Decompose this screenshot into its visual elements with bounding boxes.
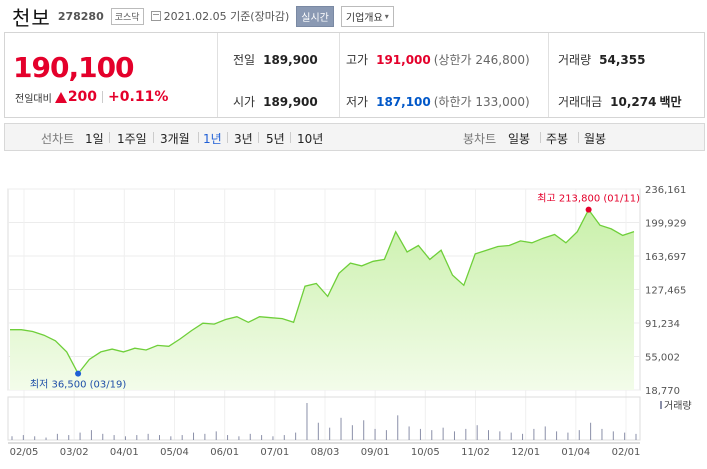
high-price: 고가 191,000 (상한가 246,800): [346, 51, 530, 68]
tab-1y[interactable]: 1년: [203, 132, 222, 146]
y-tick-label: 163,697: [645, 252, 686, 263]
min-label: 최저 36,500 (03/19): [30, 379, 126, 391]
change-label: 전일대비: [15, 93, 52, 105]
volume-label: 거래량: [558, 53, 592, 67]
chart-svg: 236,161 199,929 163,697 127,465 91,234 55,002…: [7, 185, 692, 458]
y-tick-label: 236,161: [645, 185, 686, 196]
volume-value: 54,355: [599, 53, 646, 67]
trade-amount: 거래대금 10,274 백만: [558, 93, 682, 110]
market-badge: 코스닥: [110, 7, 144, 25]
x-tick-label: 02/05: [10, 447, 39, 458]
high-label: 고가: [346, 53, 369, 67]
tab-monthly[interactable]: 월봉: [584, 132, 607, 146]
current-price-block: 190,100 전일대비 200 +0.11%: [5, 33, 218, 117]
volume-frame: [7, 396, 641, 441]
up-triangle-icon: [54, 91, 67, 103]
min-point: [75, 370, 82, 377]
tab-weekly[interactable]: 주봉: [546, 132, 569, 146]
max-point: [585, 206, 592, 213]
stock-header: 천보 278280 코스닥 2021.02.05 기준(장마감) 실시간 기업개…: [0, 0, 707, 32]
x-tick-label: 11/02: [461, 447, 490, 458]
divider: [339, 33, 340, 117]
current-price: 190,100: [13, 51, 135, 84]
tab-3m[interactable]: 3개월: [160, 132, 190, 146]
high-value: 191,000: [376, 53, 431, 67]
y-tick-label: 199,929: [645, 219, 686, 230]
divider: [578, 132, 579, 143]
x-tick-label: 12/01: [511, 447, 540, 458]
divider: [548, 33, 549, 117]
x-tick-label: 04/01: [110, 447, 139, 458]
x-tick-label: 01/04: [561, 447, 590, 458]
change-row: 전일대비 200 +0.11%: [15, 89, 168, 105]
price-area: [10, 209, 634, 390]
divider: [258, 132, 259, 143]
tab-daily[interactable]: 일봉: [508, 132, 531, 146]
stock-name: 천보: [12, 5, 51, 30]
y-tick-label: 91,234: [645, 319, 680, 330]
volume-legend-label: 거래량: [664, 400, 692, 412]
divider: [540, 132, 541, 143]
volume: 거래량 54,355: [558, 51, 645, 68]
date-text: 2021.02.05 기준(장마감): [163, 10, 290, 23]
divider: [109, 132, 110, 143]
y-tick-label: 127,465: [645, 286, 686, 297]
volume-legend-swatch: [660, 401, 662, 409]
trade-amount-unit: 백만: [659, 95, 682, 109]
x-tick-label: 06/01: [210, 447, 239, 458]
tab-10y[interactable]: 10년: [297, 132, 324, 146]
x-tick-label: 09/01: [361, 447, 390, 458]
open-label: 시가: [233, 95, 256, 109]
x-tick-label: 03/02: [60, 447, 89, 458]
lower-limit: (하한가 133,000): [433, 95, 530, 109]
change-percent: +0.11%: [108, 89, 169, 105]
divider: [153, 132, 154, 143]
trade-amount-label: 거래대금: [558, 95, 603, 109]
divider: [290, 132, 291, 143]
divider: [227, 132, 228, 143]
corp-overview-button[interactable]: 기업개요 ▾: [340, 5, 394, 27]
max-label: 최고 213,800 (01/11): [537, 193, 640, 205]
price-line: [10, 208, 635, 375]
x-tick-label: 10/05: [411, 447, 440, 458]
x-tick-label: 05/04: [160, 447, 189, 458]
calendar-icon: [150, 11, 161, 21]
candle-chart-label: 봉차트: [463, 132, 497, 146]
stock-code: 278280: [57, 9, 104, 23]
x-tick-label: 02/01: [612, 447, 641, 458]
open-price: 시가 189,900: [233, 93, 318, 110]
low-label: 저가: [346, 95, 369, 109]
y-tick-label: 55,002: [645, 353, 680, 364]
change-value: 200: [67, 89, 98, 105]
realtime-button[interactable]: 실시간: [296, 5, 334, 27]
tab-5y[interactable]: 5년: [266, 132, 285, 146]
low-value: 187,100: [376, 95, 431, 109]
x-tick-label: 07/01: [260, 447, 289, 458]
tab-1d[interactable]: 1일: [85, 132, 104, 146]
trade-amount-value: 10,274: [610, 95, 657, 109]
date-label: 2021.02.05 기준(장마감): [150, 8, 290, 24]
upper-limit: (상한가 246,800): [433, 53, 530, 67]
chart-tabs: 선차트 1일 1주일 3개월 1년 3년 5년 10년 봉차트 일봉 주봉 월봉: [4, 123, 705, 151]
tab-1w[interactable]: 1주일: [117, 132, 147, 146]
price-chart: 236,161 199,929 163,697 127,465 91,234 55,002…: [0, 165, 707, 469]
line-chart-label: 선차트: [41, 132, 75, 146]
tab-3y[interactable]: 3년: [234, 132, 253, 146]
quote-panel: 190,100 전일대비 200 +0.11% 전일 189,900 시가 189,…: [4, 32, 705, 118]
corp-overview-label: 기업개요: [345, 12, 383, 24]
divider: [102, 91, 104, 103]
prev-close-label: 전일: [233, 53, 256, 67]
open-value: 189,900: [263, 95, 318, 109]
divider: [198, 132, 199, 143]
chevron-down-icon: ▾: [384, 11, 389, 21]
x-tick-label: 08/03: [311, 447, 340, 458]
prev-close: 전일 189,900: [233, 51, 318, 68]
prev-close-value: 189,900: [263, 53, 318, 67]
low-price: 저가 187,100 (하한가 133,000): [346, 93, 530, 110]
y-tick-label: 18,770: [645, 386, 680, 397]
